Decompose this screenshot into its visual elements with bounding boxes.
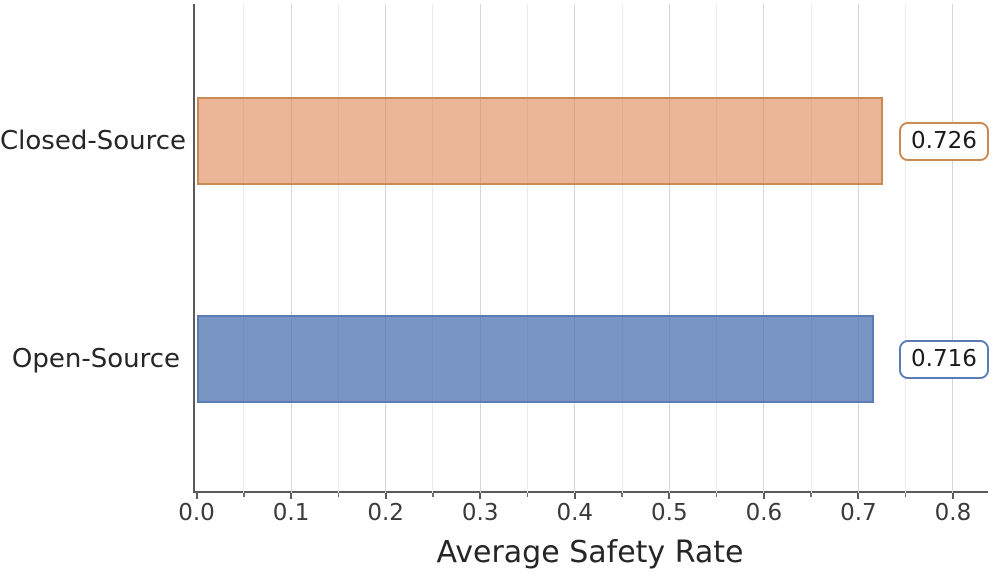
value-label-open-source: 0.716 bbox=[899, 339, 989, 379]
x-minor-tick bbox=[904, 493, 907, 497]
minor-gridline bbox=[716, 4, 718, 493]
x-major-tick bbox=[951, 493, 954, 499]
x-major-tick bbox=[290, 493, 293, 499]
x-minor-tick bbox=[715, 493, 718, 497]
x-tick-label: 0.8 bbox=[934, 500, 972, 526]
x-minor-tick bbox=[243, 493, 245, 497]
x-minor-tick bbox=[621, 493, 623, 497]
bar-open-source bbox=[196, 315, 874, 403]
x-major-tick bbox=[384, 493, 387, 499]
major-gridline bbox=[857, 4, 859, 493]
x-major-tick bbox=[668, 493, 671, 499]
x-tick-label: 0.6 bbox=[745, 500, 783, 526]
x-tick-label: 0.0 bbox=[178, 500, 215, 526]
x-tick-label: 0.3 bbox=[461, 500, 499, 526]
major-gridline bbox=[290, 4, 292, 493]
y-tick-label-open-source: Open-Source bbox=[11, 344, 180, 374]
x-tick-label: 0.2 bbox=[367, 500, 404, 526]
x-tick-label: 0.1 bbox=[272, 500, 310, 526]
major-gridline bbox=[668, 4, 670, 493]
x-tick-label: 0.7 bbox=[840, 500, 877, 526]
x-major-tick bbox=[195, 493, 198, 499]
minor-gridline bbox=[337, 4, 339, 493]
major-gridline bbox=[479, 4, 481, 493]
x-tick-label: 0.5 bbox=[651, 500, 688, 526]
minor-gridline bbox=[526, 4, 528, 493]
major-gridline bbox=[385, 4, 387, 493]
x-minor-tick bbox=[432, 493, 434, 497]
major-gridline bbox=[574, 4, 576, 493]
x-major-tick bbox=[573, 493, 576, 499]
minor-gridline bbox=[621, 4, 623, 493]
x-tick-label: 0.4 bbox=[556, 500, 594, 526]
bar-closed-source bbox=[196, 97, 883, 185]
x-minor-tick bbox=[526, 493, 529, 497]
x-minor-tick bbox=[810, 493, 812, 497]
x-major-tick bbox=[762, 493, 765, 499]
minor-gridline bbox=[243, 4, 245, 493]
x-axis-title: Average Safety Rate bbox=[436, 535, 744, 570]
x-major-tick bbox=[479, 493, 482, 499]
minor-gridline bbox=[905, 4, 907, 493]
minor-gridline bbox=[432, 4, 434, 493]
value-label-closed-source: 0.726 bbox=[899, 121, 989, 161]
x-minor-tick bbox=[337, 493, 340, 497]
major-gridline bbox=[952, 4, 954, 493]
plot-area bbox=[193, 4, 988, 493]
minor-gridline bbox=[810, 4, 812, 493]
x-major-tick bbox=[857, 493, 860, 499]
major-gridline bbox=[763, 4, 765, 493]
y-tick-label-closed-source: Closed-Source bbox=[0, 126, 187, 156]
